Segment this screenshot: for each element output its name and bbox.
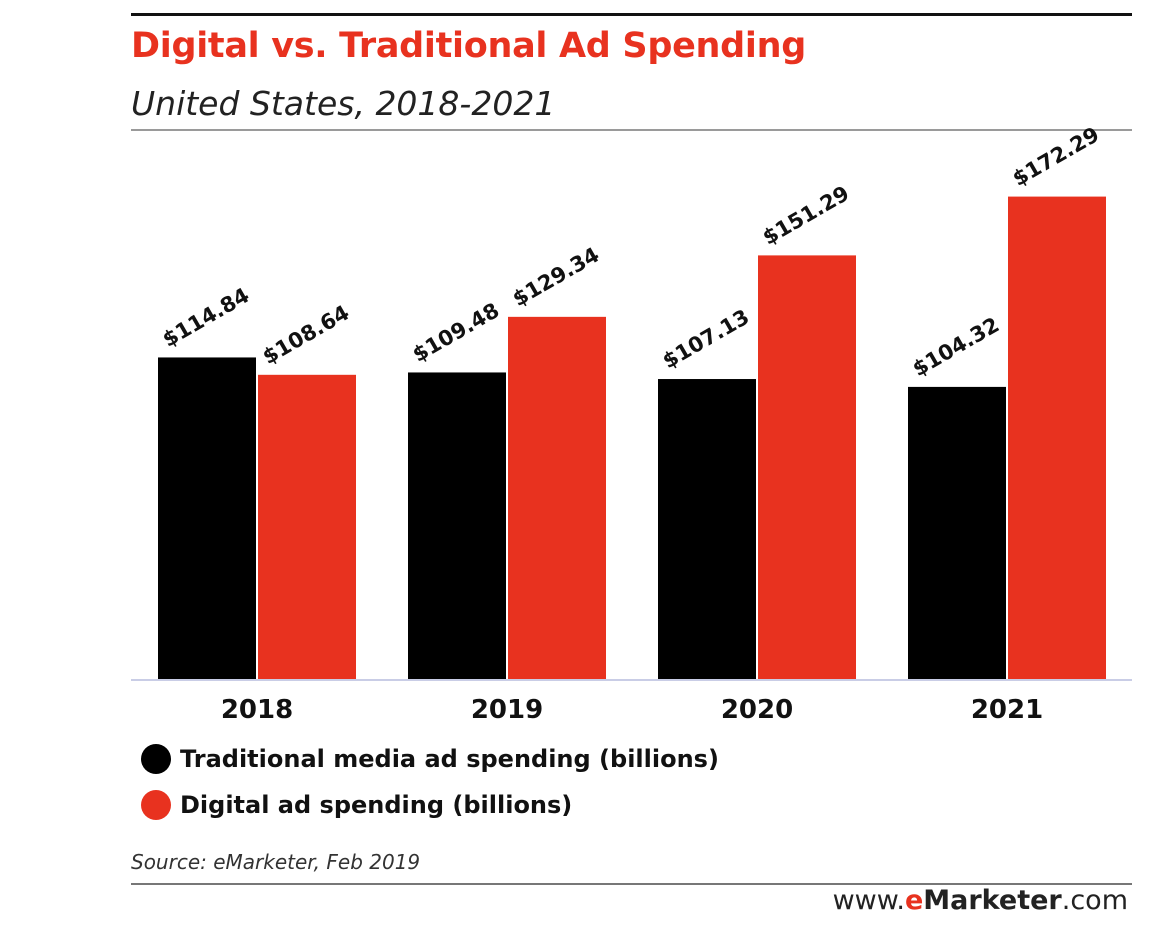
bar-digital-2021 (1008, 196, 1106, 679)
data-label-traditional-2021: $104.32 (909, 313, 1004, 382)
top-rule (131, 13, 1132, 16)
legend-label-digital: Digital ad spending (billions) (180, 791, 573, 819)
brand-url: www.eMarketer.com (833, 885, 1128, 916)
data-label-traditional-2019: $109.48 (409, 298, 504, 367)
data-label-traditional-2018: $114.84 (159, 283, 254, 352)
bar-traditional-2020 (658, 379, 756, 679)
source-note: Source: eMarketer, Feb 2019 (131, 850, 421, 874)
data-label-traditional-2020: $107.13 (659, 305, 754, 374)
bar-digital-2019 (508, 316, 606, 679)
data-label-digital-2018: $108.64 (259, 301, 354, 370)
data-label-digital-2021: $172.29 (1009, 122, 1104, 191)
brand-name: Marketer (923, 885, 1062, 916)
chart-title: Digital vs. Traditional Ad Spending (131, 26, 806, 66)
brand-prefix: www. (832, 885, 905, 916)
bottom-rule (131, 883, 1132, 885)
chart-subtitle: United States, 2018-2021 (131, 84, 556, 123)
x-tick-label-2019: 2019 (471, 695, 543, 725)
legend-item-traditional: Traditional media ad spending (billions) (141, 744, 719, 774)
bar-traditional-2019 (408, 372, 506, 679)
brand-e: e (904, 885, 924, 916)
bar-traditional-2021 (908, 386, 1006, 679)
data-label-digital-2019: $129.34 (509, 243, 604, 312)
x-tick-label-2020: 2020 (721, 695, 793, 725)
legend-label-traditional: Traditional media ad spending (billions) (180, 745, 719, 773)
bar-digital-2020 (758, 255, 856, 679)
legend-item-digital: Digital ad spending (billions) (141, 790, 572, 820)
data-label-digital-2020: $151.29 (759, 181, 854, 250)
bar-traditional-2018 (158, 357, 256, 679)
brand-suffix: .com (1061, 885, 1128, 916)
x-tick-label-2021: 2021 (971, 695, 1043, 725)
x-tick-label-2018: 2018 (221, 695, 293, 725)
subtitle-rule (131, 129, 1132, 131)
legend-swatch-digital (141, 790, 171, 820)
legend-swatch-traditional (141, 744, 171, 774)
bar-digital-2018 (258, 374, 356, 679)
